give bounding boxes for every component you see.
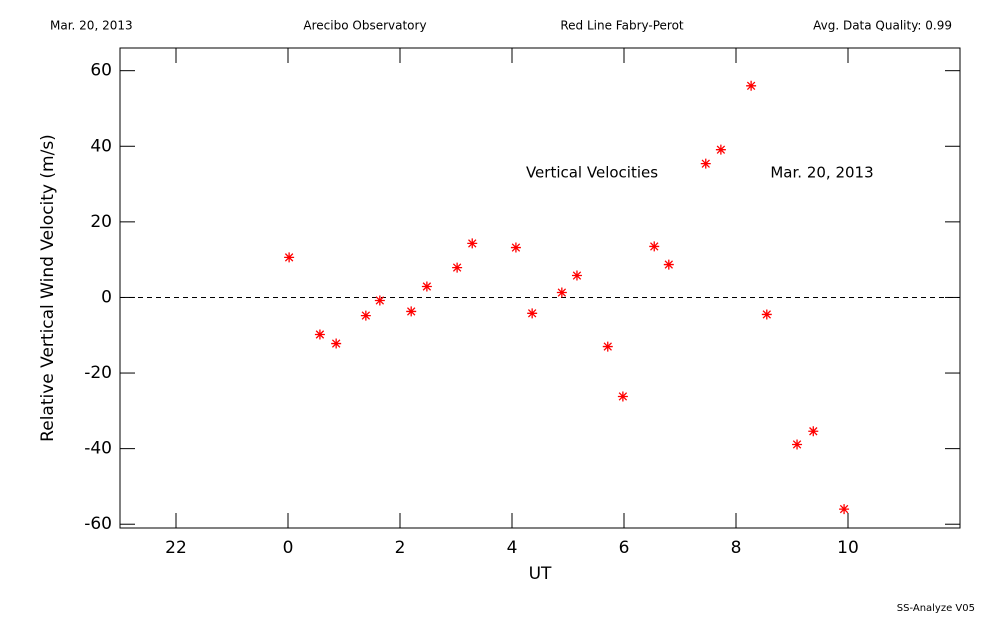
data-point (649, 241, 660, 252)
data-point (746, 80, 757, 91)
data-point (556, 287, 567, 298)
y-tick-label: -40 (84, 439, 112, 459)
annotation: Vertical Velocities (526, 164, 658, 182)
x-tick-label: 8 (731, 538, 742, 558)
data-point (360, 310, 371, 321)
data-point (792, 439, 803, 450)
data-point (331, 338, 342, 349)
data-point (284, 252, 295, 263)
data-point (421, 281, 432, 292)
header-text: Arecibo Observatory (303, 19, 426, 33)
footer: SS-Analyze V05 (897, 603, 975, 614)
x-axis-label: UT (529, 564, 552, 584)
header-text: Red Line Fabry-Perot (560, 19, 684, 33)
data-point (374, 295, 385, 306)
data-point (808, 426, 819, 437)
y-tick-label: 40 (90, 136, 112, 156)
x-tick-label: 0 (283, 538, 294, 558)
y-tick-label: -20 (84, 363, 112, 383)
x-tick-label: 2 (395, 538, 406, 558)
y-tick-label: 0 (101, 287, 112, 307)
header-text: Mar. 20, 2013 (50, 19, 133, 33)
data-point (510, 242, 521, 253)
data-point (314, 329, 325, 340)
data-point (617, 391, 628, 402)
data-point (467, 238, 478, 249)
data-point (602, 341, 613, 352)
x-tick-label: 6 (619, 538, 630, 558)
y-axis-label: Relative Vertical Wind Velocity (m/s) (38, 134, 58, 442)
header-text: Avg. Data Quality: 0.99 (813, 19, 952, 33)
data-point (406, 306, 417, 317)
data-point (761, 309, 772, 320)
x-tick-label: 10 (837, 538, 859, 558)
annotation: Mar. 20, 2013 (770, 164, 873, 182)
plot-frame (119, 47, 961, 529)
y-tick-label: -60 (84, 514, 112, 534)
y-tick-label: 60 (90, 61, 112, 81)
data-point (700, 158, 711, 169)
x-tick-label: 4 (507, 538, 518, 558)
x-tick-label: 22 (165, 538, 187, 558)
data-point (571, 270, 582, 281)
data-point (527, 308, 538, 319)
data-point (839, 504, 850, 515)
data-point (663, 259, 674, 270)
data-point (715, 144, 726, 155)
data-point (452, 262, 463, 273)
y-tick-label: 20 (90, 212, 112, 232)
